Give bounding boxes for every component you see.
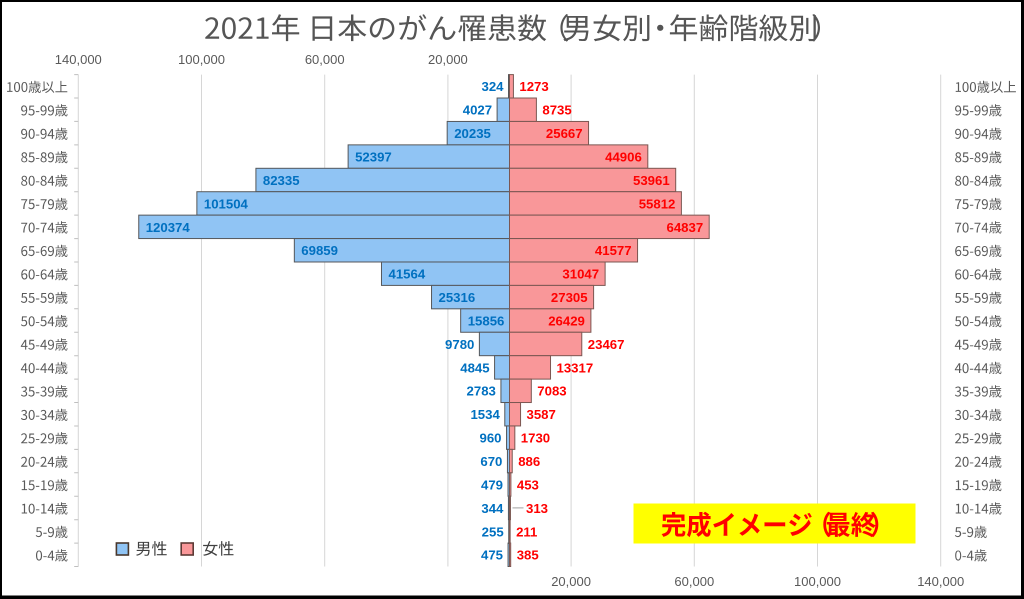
- svg-text:255: 255: [482, 524, 504, 539]
- svg-text:211: 211: [516, 524, 537, 539]
- svg-text:2783: 2783: [467, 384, 496, 399]
- svg-text:52397: 52397: [355, 150, 392, 165]
- svg-text:7083: 7083: [537, 384, 566, 399]
- svg-text:8735: 8735: [542, 103, 571, 118]
- svg-text:20,000: 20,000: [428, 52, 468, 67]
- svg-text:64837: 64837: [667, 220, 704, 235]
- svg-text:453: 453: [517, 477, 539, 492]
- svg-text:324: 324: [481, 79, 504, 94]
- svg-text:4027: 4027: [463, 103, 492, 118]
- svg-text:41577: 41577: [595, 243, 632, 258]
- svg-text:9780: 9780: [445, 337, 474, 352]
- svg-text:101504: 101504: [204, 196, 249, 211]
- svg-text:25667: 25667: [546, 126, 583, 141]
- svg-text:670: 670: [480, 454, 502, 469]
- svg-text:344: 344: [481, 501, 504, 516]
- svg-text:4845: 4845: [460, 360, 489, 375]
- svg-text:15856: 15856: [468, 313, 505, 328]
- svg-text:23467: 23467: [588, 337, 625, 352]
- svg-text:69859: 69859: [301, 243, 338, 258]
- svg-text:1273: 1273: [519, 79, 548, 94]
- svg-text:53961: 53961: [633, 173, 670, 188]
- svg-text:25316: 25316: [439, 290, 476, 305]
- svg-text:100,000: 100,000: [794, 574, 841, 589]
- svg-text:100,000: 100,000: [178, 52, 225, 67]
- svg-text:31047: 31047: [562, 267, 599, 282]
- svg-text:475: 475: [481, 548, 503, 563]
- svg-text:960: 960: [479, 431, 501, 446]
- svg-text:55812: 55812: [639, 196, 676, 211]
- svg-text:886: 886: [518, 454, 540, 469]
- svg-text:140,000: 140,000: [917, 574, 964, 589]
- svg-text:44906: 44906: [605, 150, 642, 165]
- svg-text:3587: 3587: [527, 407, 556, 422]
- svg-text:60,000: 60,000: [305, 52, 345, 67]
- svg-text:60,000: 60,000: [674, 574, 714, 589]
- svg-text:26429: 26429: [548, 313, 585, 328]
- svg-text:385: 385: [517, 548, 539, 563]
- svg-text:27305: 27305: [551, 290, 588, 305]
- svg-text:479: 479: [481, 477, 503, 492]
- svg-text:120374: 120374: [146, 220, 191, 235]
- svg-text:140,000: 140,000: [55, 52, 102, 67]
- svg-text:313: 313: [526, 501, 548, 516]
- svg-text:1730: 1730: [521, 431, 550, 446]
- svg-text:20,000: 20,000: [551, 574, 591, 589]
- svg-text:82335: 82335: [263, 173, 300, 188]
- svg-text:20235: 20235: [454, 126, 491, 141]
- svg-text:13317: 13317: [557, 360, 594, 375]
- svg-text:41564: 41564: [389, 267, 426, 282]
- svg-text:1534: 1534: [470, 407, 500, 422]
